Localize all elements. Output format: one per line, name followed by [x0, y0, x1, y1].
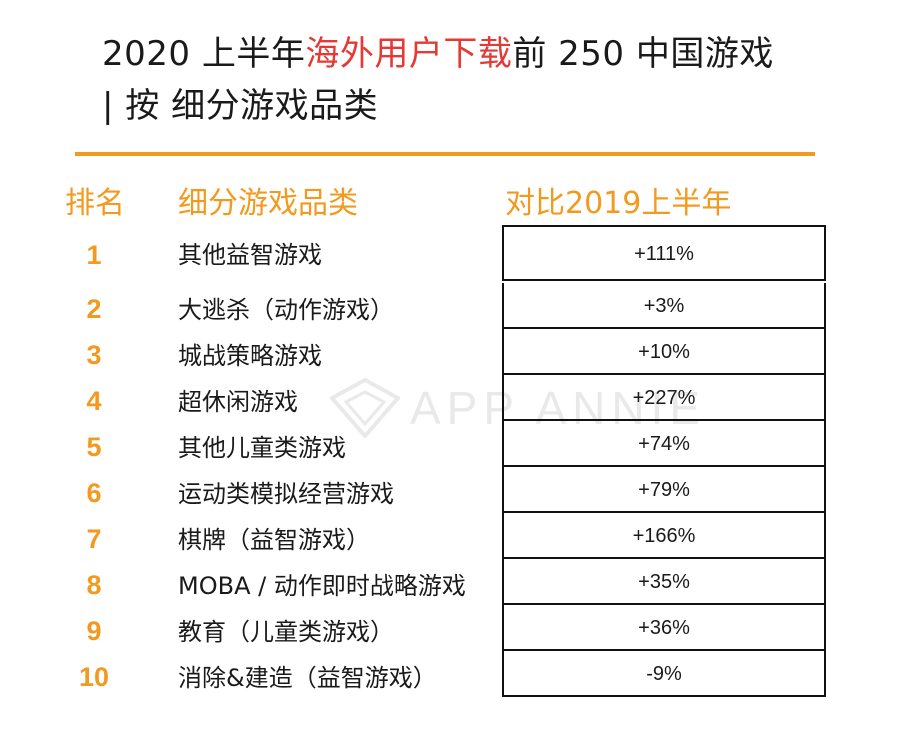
table-row: 5 其他儿童类游戏 +74%	[0, 421, 899, 467]
change-cell: +74%	[502, 421, 826, 467]
rank-number: 10	[78, 662, 110, 692]
title-highlight: 海外用户下载	[305, 34, 513, 74]
category-label: 棋牌（益智游戏）	[178, 526, 370, 554]
table-row: 9 教育（儿童类游戏） +36%	[0, 605, 899, 651]
change-cell: +10%	[502, 329, 826, 375]
category-label: 教育（儿童类游戏）	[178, 618, 394, 646]
change-cell: +166%	[502, 513, 826, 559]
table-row: 4 超休闲游戏 +227%	[0, 375, 899, 421]
page-title: 2020 上半年海外用户下载前 250 中国游戏 | 按 细分游戏品类	[102, 28, 862, 132]
table-row: 6 运动类模拟经营游戏 +79%	[0, 467, 899, 513]
rank-number: 5	[86, 432, 102, 462]
title-divider	[75, 152, 815, 156]
change-cell: -9%	[502, 651, 826, 697]
title-suffix: 前 250 中国游戏	[512, 34, 774, 74]
category-label: 消除&建造（益智游戏）	[178, 664, 437, 692]
table-row: 7 棋牌（益智游戏） +166%	[0, 513, 899, 559]
table-row: 3 城战策略游戏 +10%	[0, 329, 899, 375]
change-cell: +111%	[502, 225, 826, 281]
rank-number: 8	[86, 570, 102, 600]
rank-number: 7	[86, 524, 102, 554]
rank-number: 4	[86, 386, 102, 416]
change-cell: +35%	[502, 559, 826, 605]
ranking-table: 1 其他益智游戏 +111% 2 大逃杀（动作游戏） +3% 3 城战策略游戏 …	[0, 225, 899, 697]
category-label: 其他益智游戏	[178, 241, 322, 269]
category-label: MOBA / 动作即时战略游戏	[178, 572, 466, 600]
rank-number: 1	[86, 240, 102, 270]
rank-number: 2	[86, 294, 102, 324]
table-row: 8 MOBA / 动作即时战略游戏 +35%	[0, 559, 899, 605]
category-label: 其他儿童类游戏	[178, 434, 346, 462]
change-cell: +227%	[502, 375, 826, 421]
header-rank: 排名	[65, 186, 125, 221]
change-cell: +3%	[502, 283, 826, 329]
header-category: 细分游戏品类	[178, 186, 358, 221]
category-label: 大逃杀（动作游戏）	[178, 296, 394, 324]
title-prefix: 2020 上半年	[102, 34, 306, 74]
change-cell: +36%	[502, 605, 826, 651]
title-subtitle: | 按 细分游戏品类	[102, 86, 379, 126]
table-row: 1 其他益智游戏 +111%	[0, 225, 899, 283]
rank-number: 3	[86, 340, 102, 370]
header-comparison: 对比2019上半年	[505, 186, 732, 221]
table-row: 10 消除&建造（益智游戏） -9%	[0, 651, 899, 697]
rank-number: 9	[86, 616, 102, 646]
category-label: 城战策略游戏	[178, 342, 322, 370]
rank-number: 6	[86, 478, 102, 508]
category-label: 运动类模拟经营游戏	[178, 480, 394, 508]
change-cell: +79%	[502, 467, 826, 513]
table-row: 2 大逃杀（动作游戏） +3%	[0, 283, 899, 329]
category-label: 超休闲游戏	[178, 388, 298, 416]
